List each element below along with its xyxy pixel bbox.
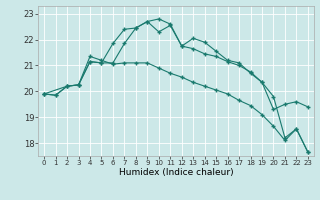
X-axis label: Humidex (Indice chaleur): Humidex (Indice chaleur) (119, 168, 233, 177)
